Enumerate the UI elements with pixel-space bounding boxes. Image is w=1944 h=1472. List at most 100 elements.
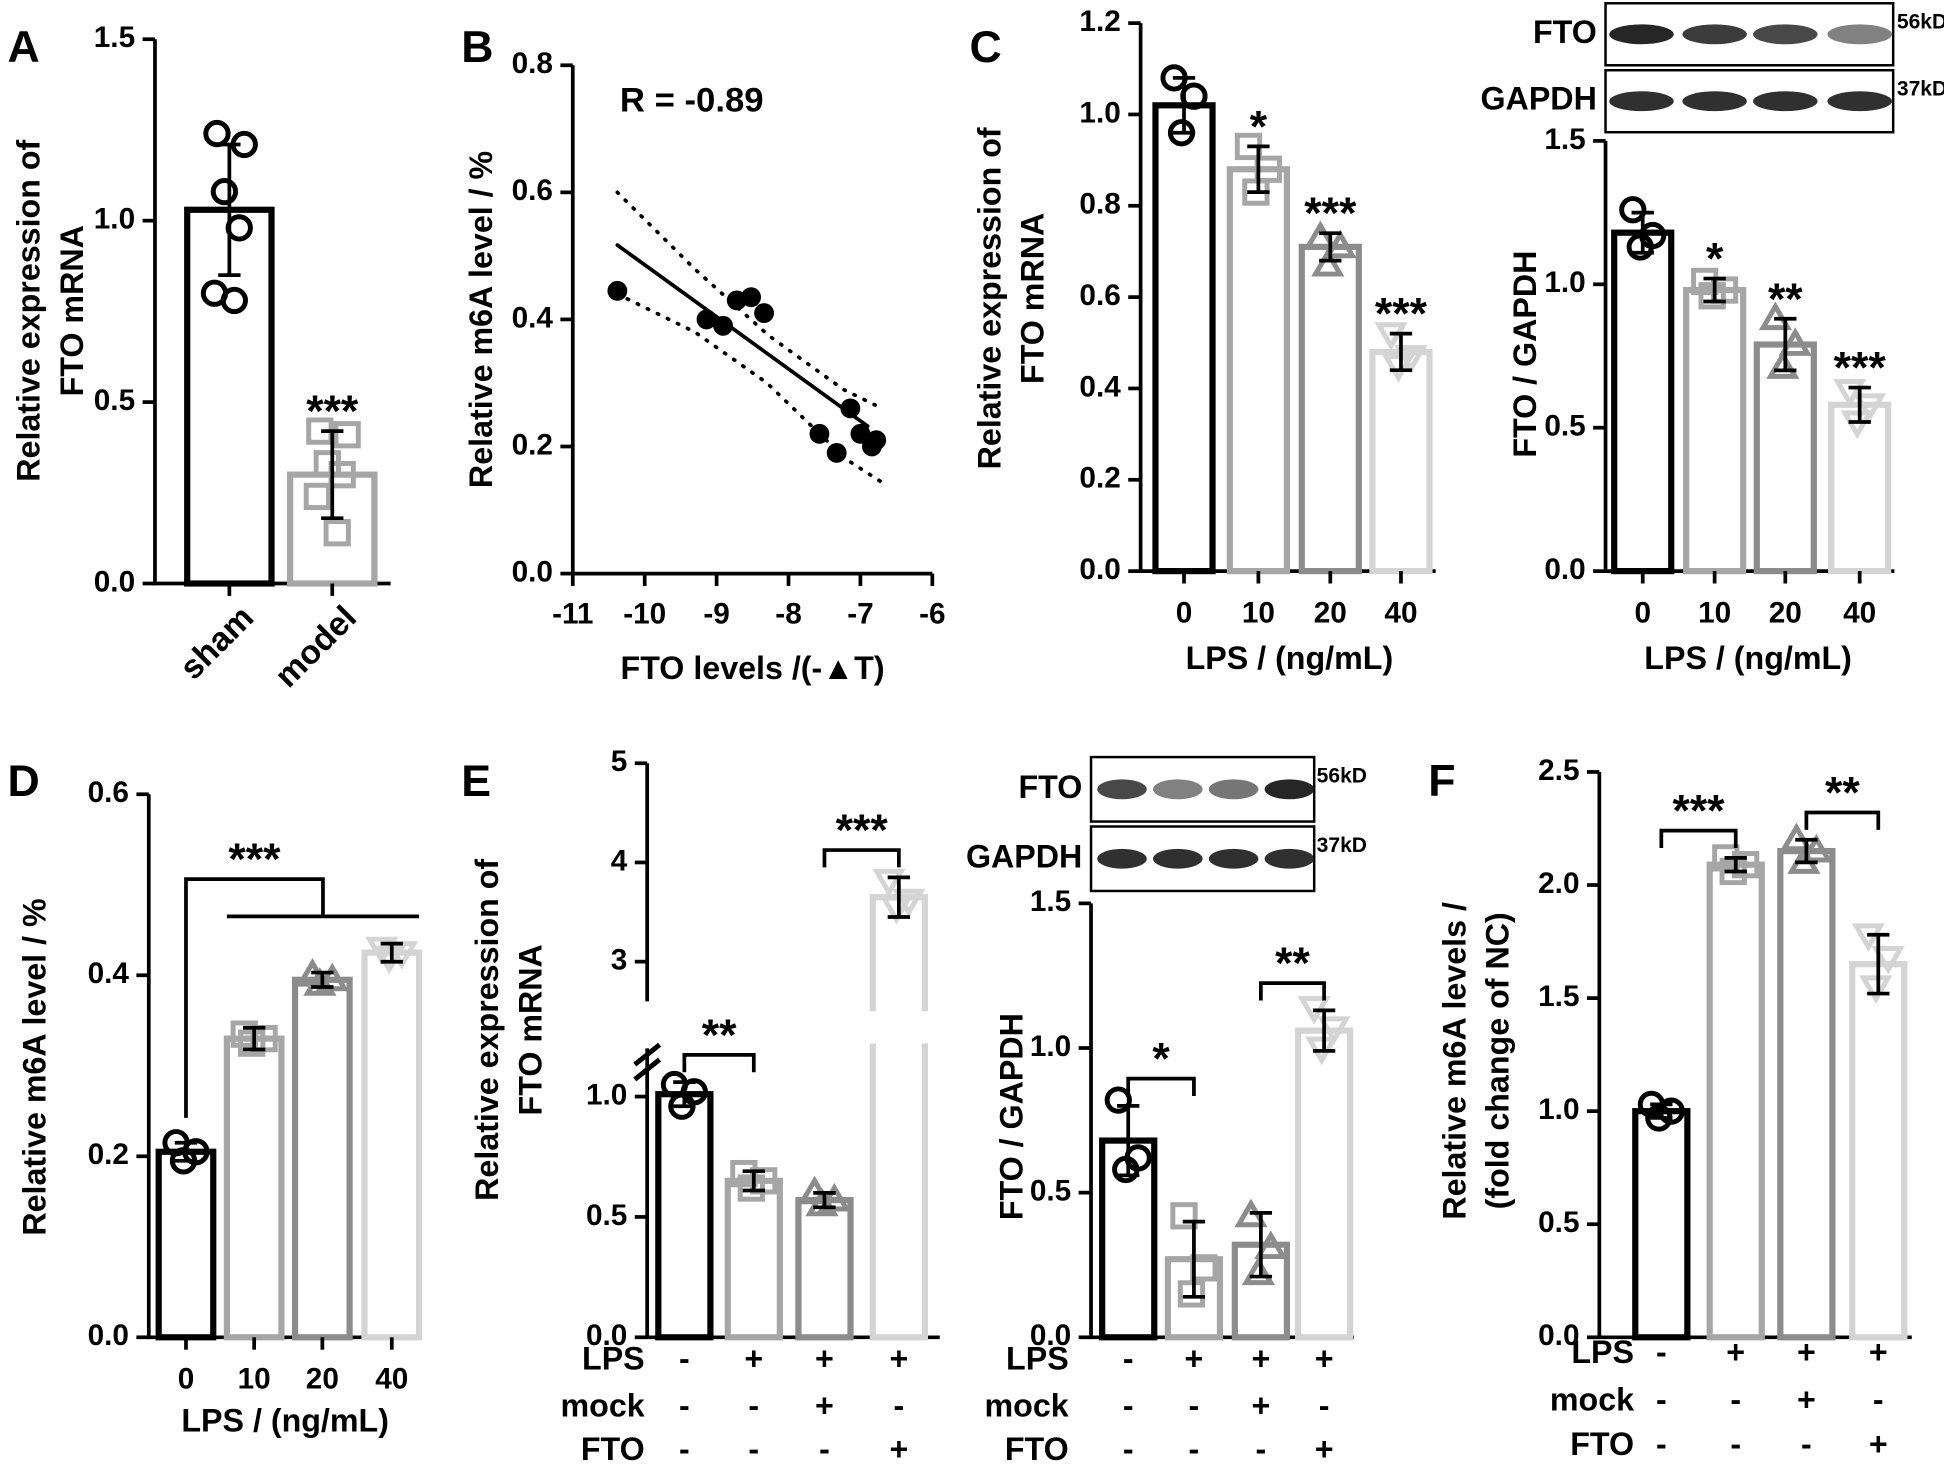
condition-sign: + (1726, 1334, 1745, 1370)
blot-size-label: 56kD (1897, 11, 1944, 34)
condition-sign: + (889, 1431, 908, 1467)
error-bar (1650, 1102, 1673, 1120)
y-tick-label: 0.0 (1030, 1319, 1071, 1352)
error-bar (742, 1169, 765, 1193)
data-point (805, 1187, 839, 1217)
x-tick-label: sham (173, 599, 261, 687)
y-axis-label: FTO mRNA (1015, 213, 1051, 384)
error-bar (1247, 144, 1270, 194)
bar (1777, 848, 1836, 1341)
data-point (713, 315, 733, 336)
data-point (1381, 354, 1416, 383)
error-bar (243, 1025, 266, 1052)
x-axis-label: LPS / (ng/mL) (181, 1402, 389, 1438)
bar (655, 1091, 714, 1341)
panel-label: A (7, 23, 39, 72)
y-tick-label: 0.4 (512, 301, 554, 334)
regression-line (615, 243, 870, 429)
y-tick-label: 0.6 (88, 776, 129, 809)
bar (291, 976, 353, 1341)
blot-band (1753, 91, 1818, 112)
error-bar (1774, 316, 1797, 373)
error-bar (380, 941, 403, 964)
axis-break (633, 1042, 662, 1067)
error-bar (887, 875, 911, 919)
y-tick-label: 1.0 (94, 203, 135, 236)
condition-name: FTO (1570, 1426, 1634, 1462)
bar (1849, 961, 1908, 1341)
bar (1294, 1027, 1354, 1341)
x-tick-label: -7 (847, 598, 873, 631)
significance: *** (228, 835, 281, 884)
y-tick-label: 1.0 (1544, 266, 1585, 299)
y-tick-label: 5 (611, 745, 628, 778)
blot-band (1682, 91, 1747, 112)
x-tick-label: 20 (1314, 596, 1347, 629)
bar (223, 1035, 285, 1341)
bar-break (867, 1011, 930, 1044)
data-point (754, 303, 774, 323)
x-tick-label: 10 (238, 1363, 271, 1396)
error-bar (174, 1140, 198, 1163)
data-point (737, 1174, 765, 1202)
x-tick-label: 20 (1769, 596, 1802, 629)
blot-row-label: FTO (1018, 769, 1082, 805)
significance: *** (836, 806, 889, 855)
blot-row-label: GAPDH (966, 838, 1082, 874)
condition-sign: - (1730, 1381, 1741, 1417)
blot-band (1827, 24, 1892, 45)
condition-sign: - (1123, 1340, 1134, 1376)
condition-sign: - (748, 1387, 759, 1423)
panel-label: F (1428, 757, 1455, 806)
significance: ** (1768, 275, 1803, 324)
blot-band (1153, 848, 1203, 869)
error-bar (1724, 856, 1747, 874)
data-point (809, 423, 830, 444)
data-point (1177, 1280, 1206, 1308)
condition-sign: - (1730, 1426, 1741, 1462)
y-tick-label: 0.5 (1544, 410, 1585, 443)
significance: *** (1834, 344, 1887, 393)
condition-sign: - (748, 1431, 759, 1467)
y-tick-label: 0.4 (1079, 370, 1121, 403)
y-axis-label: (fold change of NC) (1480, 912, 1516, 1209)
significance: ** (1275, 939, 1310, 988)
blot-band (1153, 779, 1203, 800)
y-tick-label: 1.5 (1538, 980, 1579, 1013)
condition-sign: - (1189, 1431, 1200, 1467)
data-point (840, 398, 861, 419)
bracket (1804, 810, 1881, 830)
y-tick-label: 0.0 (512, 555, 553, 588)
bar (1632, 1108, 1691, 1341)
data-point (1104, 1086, 1132, 1114)
x-tick-label: 10 (1242, 596, 1275, 629)
blot-band (1682, 24, 1747, 45)
data-point (1698, 282, 1726, 310)
blot-band (1097, 848, 1147, 869)
data-point (1323, 229, 1357, 259)
data-point (1626, 233, 1654, 261)
y-tick-label: 1.5 (1544, 123, 1585, 156)
blot-size-label: 37kD (1897, 78, 1944, 101)
x-tick-label: 10 (1698, 596, 1731, 629)
condition-sign: + (1869, 1334, 1888, 1370)
data-point (826, 442, 847, 463)
blot-band (1609, 91, 1674, 112)
blot-band (1264, 779, 1315, 800)
bar (1369, 348, 1433, 575)
condition-name: mock (1550, 1381, 1634, 1417)
x-tick-label: 40 (375, 1363, 408, 1396)
significance: * (1152, 1035, 1170, 1084)
y-axis-label: Relative expression of (11, 139, 47, 481)
condition-sign: + (1251, 1387, 1270, 1423)
condition-sign: + (1315, 1340, 1334, 1376)
error-bar (1631, 210, 1654, 255)
blot-band (1208, 779, 1259, 800)
error-bar (1172, 76, 1196, 135)
condition-sign: - (1256, 1431, 1267, 1467)
condition-sign: - (1189, 1387, 1200, 1423)
significance: *** (1672, 787, 1725, 836)
condition-sign: - (679, 1387, 690, 1423)
data-point (220, 286, 248, 315)
